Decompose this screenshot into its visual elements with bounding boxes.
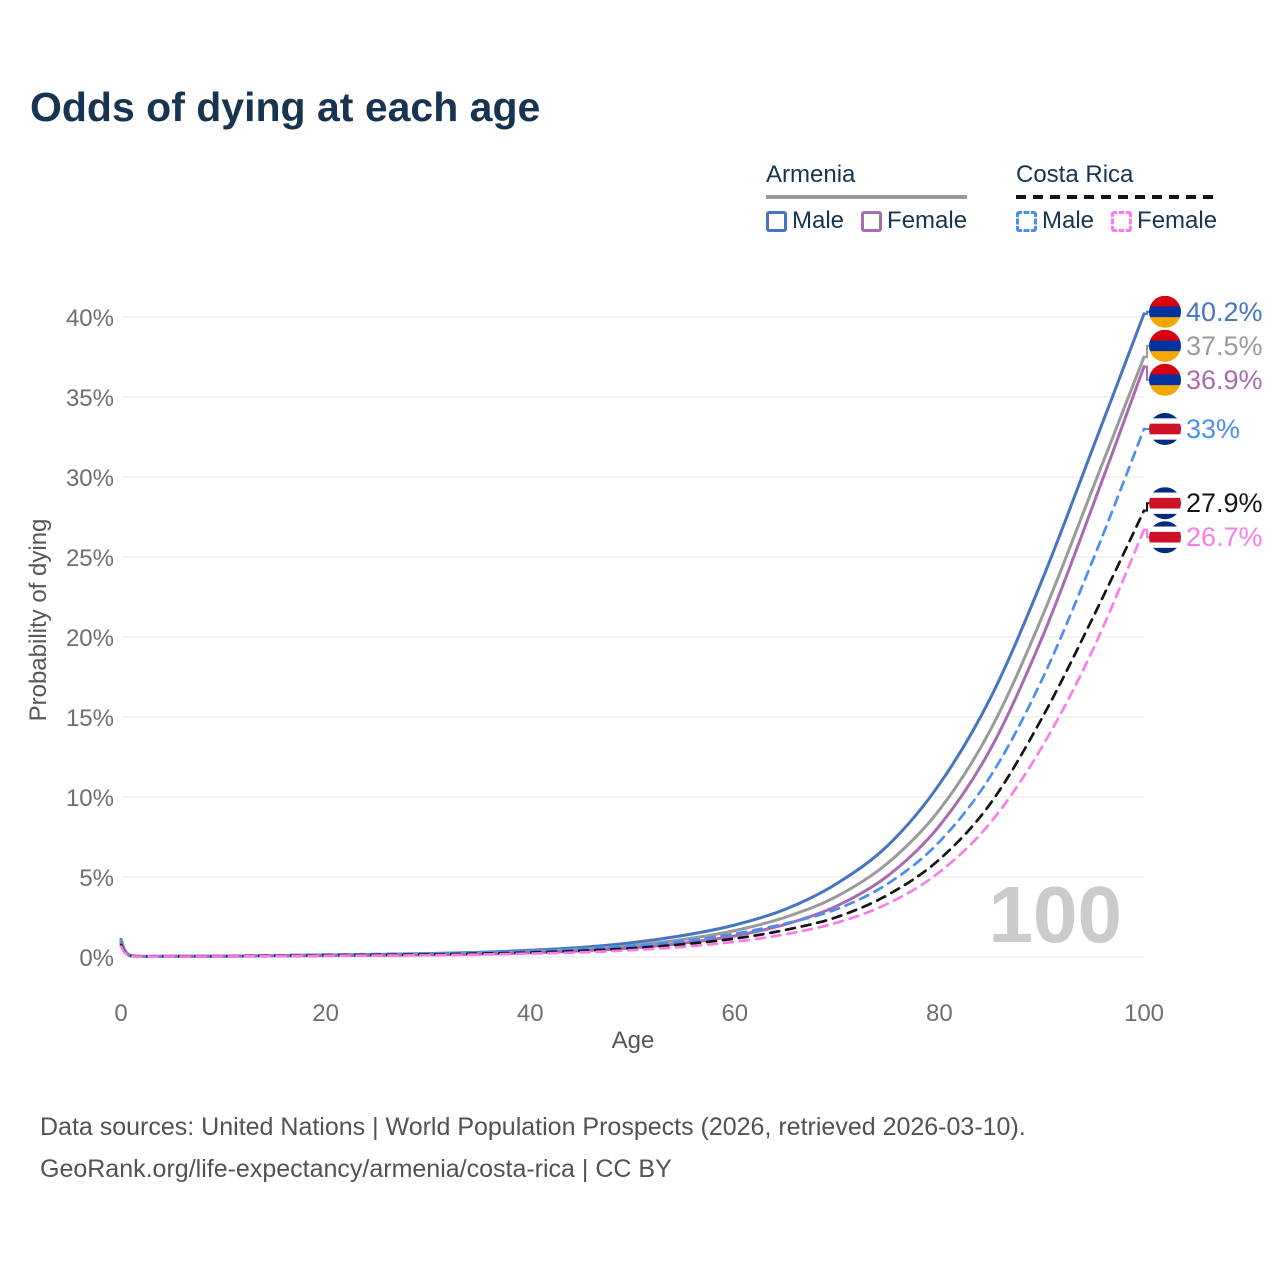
y-tick-label: 5% [79,865,114,892]
y-tick-label: 30% [66,465,114,492]
flag-stripe [1149,374,1181,386]
x-tick-label: 100 [1124,1000,1164,1027]
legend-item-armenia-male[interactable]: Male [766,207,844,235]
flag-stripe [1149,542,1181,549]
legend: Armenia Male Female Costa Rica [0,161,1280,251]
end-label-leader [1144,528,1149,539]
flag-stripe [1149,513,1181,520]
x-axis-title: Age [612,1027,655,1054]
flag-stripe [1149,306,1181,318]
end-label-costa-rica-both-sexes: 27.9% [1186,488,1263,518]
end-label-armenia-both-sexes: 37.5% [1186,331,1263,361]
y-tick-label: 35% [66,385,114,412]
armenia-male-swatch-icon [766,210,787,232]
flag-stripe [1149,340,1181,352]
series-line-armenia-both-sexes [119,355,1146,958]
end-label-leader [1144,365,1149,381]
legend-country-label: Armenia [766,161,856,188]
x-tick-label: 0 [114,1000,127,1027]
y-tick-label: 20% [66,625,114,652]
series-end-labels: 40.2% 37.5% 36.9% 33% 27.9% 26.7% [1144,295,1263,554]
axis-tick-labels: 0% 5% 10% 15% 20% 25% 30% 35% 40% 0 20 40 60 80 100 [66,305,1164,1027]
chart-canvas: 100 0% 5% 10% 15% 20% 25% 30% 35% 40% 0 20 40 60 80 10… [25,295,1263,1054]
flag-stripe [1149,508,1181,515]
y-tick-label: 10% [66,785,114,812]
flag-costa-rica-icon [1149,413,1181,445]
end-label-costa-rica-male: 33% [1186,414,1240,444]
flag-stripe [1149,521,1181,528]
legend-group-costa-rica: Costa Rica Male Female [1016,161,1218,235]
end-label-costa-rica-female: 26.7% [1186,522,1263,552]
flag-stripe [1149,351,1181,362]
flag-stripe [1149,418,1181,425]
armenia-female-swatch-icon [861,210,883,232]
flag-stripe [1149,492,1181,499]
flag-stripe [1149,363,1181,375]
gridlines [122,316,1144,958]
flag-stripe [1149,531,1181,544]
flag-stripe [1149,385,1181,396]
legend-country-label: Costa Rica [1016,161,1134,188]
end-label-leader [1144,310,1149,315]
flag-armenia-icon [1149,363,1181,396]
costa-rica-male-swatch-icon [1016,210,1037,232]
series-line-armenia-male [119,312,1146,958]
x-tick-label: 20 [312,1000,339,1027]
flag-stripe [1149,329,1181,341]
costa-rica-female-swatch-icon [1111,210,1133,232]
chart-title: Odds of dying at each age [30,84,541,130]
end-label-leader [1144,344,1149,358]
legend-line-style-sample [766,195,968,199]
flag-stripe [1149,487,1181,494]
y-tick-label: 25% [66,545,114,572]
flag-armenia-icon [1149,295,1181,328]
flag-stripe [1149,295,1181,307]
y-tick-label: 15% [66,705,114,732]
end-label-leader [1144,502,1149,512]
y-tick-label: 40% [66,305,114,332]
x-tick-label: 40 [517,1000,544,1027]
flag-stripe [1149,413,1181,419]
legend-item-label: Female [1137,207,1218,234]
flag-stripe [1149,439,1181,445]
legend-item-armenia-female[interactable]: Female [861,207,967,235]
flag-stripe [1149,497,1181,510]
age-counter-watermark: 100 [989,870,1122,959]
legend-item-label: Male [792,207,845,234]
attribution-line: GeoRank.org/life-expectancy/armenia/cost… [40,1155,672,1183]
end-label-armenia-male: 40.2% [1186,297,1263,327]
y-tick-label: 0% [79,945,114,972]
flag-costa-rica-icon [1149,487,1181,520]
end-label-armenia-female: 36.9% [1186,365,1263,395]
legend-group-armenia: Armenia Male Female [766,161,968,235]
flag-stripe [1149,317,1181,328]
y-axis-title: Probability of dying [25,519,52,722]
x-tick-label: 80 [926,1000,953,1027]
data-source-line: Data sources: United Nations | World Pop… [40,1113,1026,1141]
flag-stripe [1149,423,1181,435]
legend-item-label: Male [1042,207,1095,234]
series-line-costa-rica-both-sexes [119,509,1146,958]
legend-item-costa-rica-female[interactable]: Female [1111,207,1217,235]
flag-stripe [1149,547,1181,554]
x-tick-label: 60 [721,1000,748,1027]
legend-line-style-sample [1016,195,1218,199]
footer: Data sources: United Nations | World Pop… [40,1106,1026,1190]
flag-costa-rica-icon [1149,521,1181,554]
legend-item-label: Female [887,207,968,234]
series-line-armenia-female [119,365,1146,959]
legend-item-costa-rica-male[interactable]: Male [1016,207,1094,235]
flag-stripe [1149,526,1181,533]
flag-armenia-icon [1149,329,1181,362]
series-lines [119,312,1146,959]
series-line-costa-rica-female [119,528,1146,958]
flag-stripe [1149,434,1181,441]
